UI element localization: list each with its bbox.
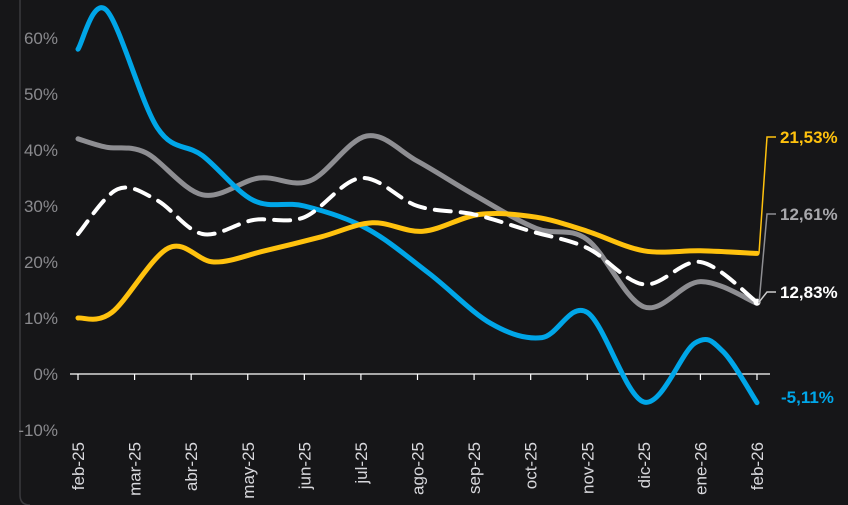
x-tick-label: ago-25: [409, 442, 428, 495]
series-line-2: [76, 175, 759, 305]
x-tick-label: feb-26: [748, 442, 767, 490]
x-tick-label: ene-26: [691, 442, 710, 495]
y-tick-label: 50%: [24, 85, 58, 104]
y-axis: 60% 50% 40% 30% 20% 10% 0% -10%: [18, 29, 58, 440]
x-tick-label: jul-25: [352, 442, 371, 485]
y-tick-label: 60%: [24, 29, 58, 48]
series-lines: [75, 5, 761, 406]
x-tick-label: abr-25: [182, 442, 201, 491]
end-labels: 12,61% -5,11% 21,53% 12,83%: [758, 128, 838, 407]
y-tick-label: 30%: [24, 197, 58, 216]
end-value-label: 12,61%: [780, 205, 838, 224]
end-value-label: 12,83%: [780, 283, 838, 302]
x-axis: feb-25 mar-25 abr-25 may-25 jun-25 jul-25 ago-…: [69, 374, 767, 499]
end-value-label: 21,53%: [780, 128, 838, 147]
x-tick-label: jun-25: [295, 442, 314, 490]
end-label-leader: [758, 213, 776, 304]
y-tick-label: -10%: [18, 421, 58, 440]
x-tick-label: mar-25: [126, 442, 145, 496]
x-tick-label: dic-25: [635, 442, 654, 488]
x-tick-label: oct-25: [522, 442, 541, 489]
y-tick-label: 10%: [24, 309, 58, 328]
x-tick-label: may-25: [239, 442, 258, 499]
y-tick-label: 40%: [24, 141, 58, 160]
end-label-leader: [758, 291, 776, 303]
end-label-leader: [758, 136, 776, 254]
x-tick-label: nov-25: [578, 442, 597, 494]
x-tick-label: sep-25: [465, 442, 484, 494]
y-tick-label: 0%: [33, 365, 58, 384]
x-tick-label: feb-25: [69, 442, 88, 490]
end-value-label: -5,11%: [781, 388, 834, 407]
y-tick-label: 20%: [24, 253, 58, 272]
series-line-3: [75, 210, 760, 322]
series-line-0: [75, 5, 760, 406]
series-line-1: [75, 133, 760, 311]
